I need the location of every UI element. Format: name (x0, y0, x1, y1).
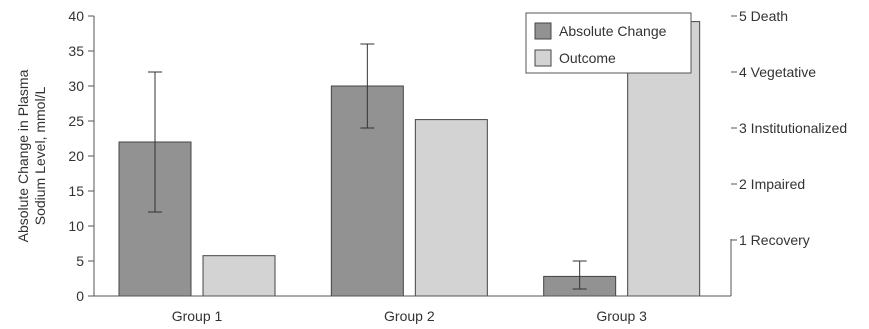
left-axis-ticks: 0 5 10 15 20 25 30 35 40 (68, 8, 94, 304)
bar-outcome (414, 119, 488, 297)
x-tick-label: Group 1 (172, 308, 223, 324)
left-tick-label: 30 (68, 78, 84, 94)
y-axis-title-line: Sodium Level, mmol/L (32, 87, 48, 226)
left-tick-label: 15 (68, 183, 84, 199)
legend-label: Outcome (559, 50, 616, 66)
right-axis-ticks: 1 Recovery 2 Impaired 3 Institutionalized 4… (731, 8, 847, 248)
left-tick-label: 40 (68, 8, 84, 24)
left-tick-label: 35 (68, 43, 84, 59)
x-axis-labels: Group 1 Group 2 Group 3 (172, 308, 647, 324)
error-bars (148, 43, 587, 290)
y-axis-title-line: Absolute Change in Plasma (15, 69, 31, 242)
x-tick-label: Group 3 (596, 308, 647, 324)
legend-swatch (534, 49, 552, 67)
left-tick-label: 10 (68, 218, 84, 234)
right-tick-label: 4 Vegetative (739, 64, 816, 80)
right-tick-label: 1 Recovery (739, 232, 810, 248)
right-tick-label: 5 Death (739, 8, 788, 24)
left-tick-label: 25 (68, 113, 84, 129)
left-tick-label: 20 (68, 148, 84, 164)
left-tick-label: 5 (76, 253, 84, 269)
legend: Absolute Change Outcome (525, 12, 692, 74)
bar-outcome (202, 255, 276, 297)
right-tick-label: 3 Institutionalized (739, 120, 847, 136)
legend-swatch (534, 22, 552, 40)
legend-box (525, 12, 692, 74)
legend-label: Absolute Change (559, 23, 667, 39)
y-axis-title: Absolute Change in PlasmaSodium Level, m… (15, 69, 48, 242)
right-tick-label: 2 Impaired (739, 176, 805, 192)
x-tick-label: Group 2 (384, 308, 435, 324)
left-tick-label: 0 (76, 288, 84, 304)
